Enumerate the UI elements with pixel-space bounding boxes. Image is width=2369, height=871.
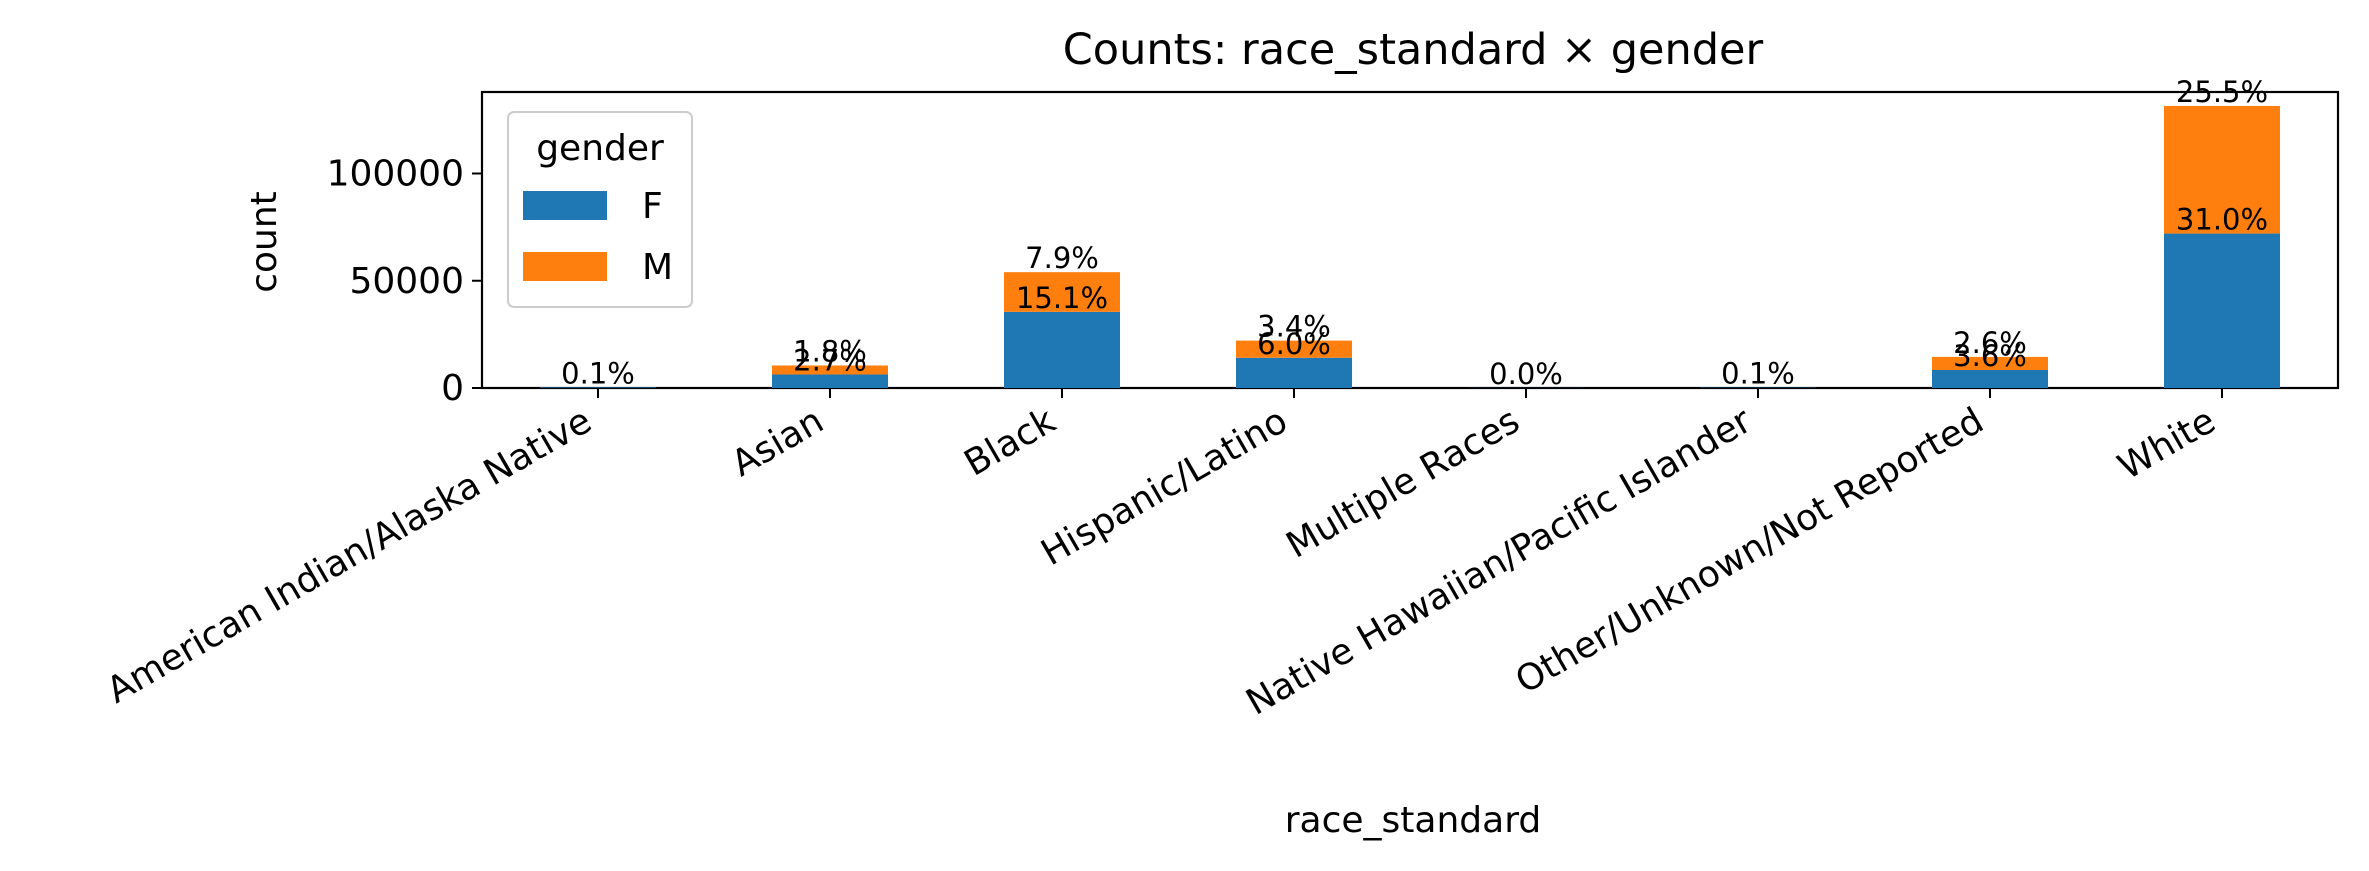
x-tick-label-multiple-races: Multiple Races	[1280, 400, 1527, 566]
bar-f-hispanic-latino	[1236, 357, 1352, 388]
x-axis: American Indian/Alaska Native Asian BlackH…	[100, 388, 2223, 724]
x-tick-label-white: White	[2111, 400, 2222, 488]
plot-area: 0.1% 2.7%1.8% 15.1% 7.9% 6.0%3.4% 0.0% 0.1% 3.6…	[480, 75, 2340, 391]
bar-labels-group: 0.1% 2.7%1.8% 15.1% 7.9% 6.0%3.4% 0.0% 0.1% 3.6…	[561, 75, 2268, 391]
legend-label-m: M	[642, 247, 673, 288]
y-tick-label-50000: 50000	[349, 261, 464, 302]
bar-m-black	[1004, 272, 1120, 312]
x-tick-label-black: Black	[958, 400, 1063, 484]
y-tick-label-100000: 100000	[327, 154, 464, 195]
bar-m-other-unknown-not-reported	[1932, 356, 2048, 370]
bar-m-white	[2164, 105, 2280, 234]
y-axis: 0 50000 100000	[327, 154, 482, 409]
bar-label-f-american-indian-alaska-native: 0.1%	[561, 356, 635, 390]
bar-label-f-hispanic-latino: 6.0%	[1257, 327, 1331, 361]
bar-f-asian	[772, 374, 888, 388]
bar-label-f-multiple-races: 0.0%	[1489, 357, 1563, 391]
bar-f-white	[2164, 233, 2280, 388]
legend-label-f: F	[642, 186, 663, 227]
bar-label-m-white: 25.5%	[2176, 75, 2268, 109]
bar-label-m-hispanic-latino: 3.4%	[1257, 310, 1331, 344]
bar-label-m-asian: 1.8%	[793, 334, 867, 368]
bar-m-asian	[772, 365, 888, 375]
chart-title: Counts: race_standard × gender	[1063, 25, 1764, 75]
legend-swatch-m	[523, 252, 607, 281]
bar-label-f-other-unknown-not-reported: 3.6%	[1953, 339, 2027, 373]
y-tick-label-0: 0	[441, 368, 464, 409]
legend-title: gender	[536, 128, 664, 169]
legend-swatch-f	[523, 191, 607, 220]
bar-f-american-indian-alaska-native	[540, 387, 656, 388]
bar-m-hispanic-latino	[1236, 340, 1352, 358]
bar-label-m-black: 7.9%	[1025, 241, 1099, 275]
bars-group	[540, 105, 2280, 388]
x-tick-label-asian: Asian	[725, 400, 831, 485]
bar-label-f-asian: 2.7%	[793, 343, 867, 377]
x-tick-label-other-unknown-not-reported: Other/Unknown/Not Reported	[1509, 400, 1991, 702]
bar-label-m-other-unknown-not-reported: 2.6%	[1953, 326, 2027, 360]
x-tick-label-hispanic-latino: Hispanic/Latino	[1034, 400, 1294, 574]
bar-f-black	[1004, 311, 1120, 388]
bar-label-f-white: 31.0%	[2176, 203, 2268, 237]
bar-label-f-black: 15.1%	[1016, 281, 1108, 315]
bar-f-other-unknown-not-reported	[1932, 369, 2048, 388]
x-tick-label-american-indian-alaska-native: American Indian/Alaska Native	[100, 400, 598, 711]
y-axis-title: count	[244, 191, 285, 293]
legend: gender F M	[507, 111, 693, 308]
axes-frame	[480, 90, 2340, 390]
bar-label-f-native-hawaiian-pacific-islander: 0.1%	[1721, 357, 1795, 391]
x-axis-title: race_standard	[1285, 800, 1541, 841]
